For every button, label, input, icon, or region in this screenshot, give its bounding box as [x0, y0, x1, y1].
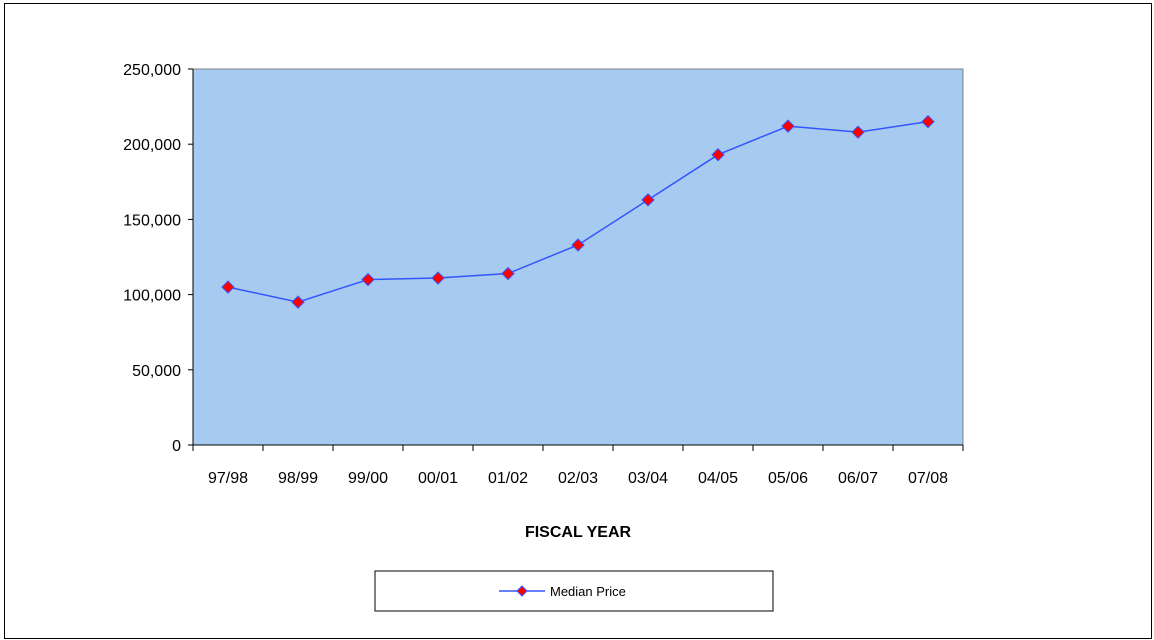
x-tick-label: 06/07: [838, 470, 878, 487]
x-tick-label: 99/00: [348, 470, 388, 487]
y-tick-label: 150,000: [123, 212, 181, 229]
median-price-line-chart: 0 50,000 100,000 150,000 200,000 250,000 97/9…: [123, 62, 964, 612]
x-tick-label: 01/02: [488, 470, 528, 487]
y-tick-label: 250,000: [123, 62, 181, 79]
chart-frame: 0 50,000 100,000 150,000 200,000 250,000 97/9…: [4, 3, 1152, 639]
data-point-marker: [851, 125, 865, 139]
data-point-marker: [711, 148, 725, 162]
y-tick-label: 0: [172, 438, 181, 455]
y-tick-label: 100,000: [123, 288, 181, 305]
x-tick-label: 02/03: [558, 470, 598, 487]
x-tick-label: 00/01: [418, 470, 458, 487]
legend-label: Median Price: [550, 584, 626, 599]
data-point-marker: [641, 193, 655, 207]
plot-area: [192, 68, 964, 446]
legend-box: [374, 570, 774, 612]
y-tick-label: 50,000: [132, 363, 181, 380]
series-median-price: [221, 114, 935, 309]
data-point-marker: [291, 295, 305, 309]
data-point-marker: [571, 238, 585, 252]
x-axis-title: FISCAL YEAR: [525, 524, 632, 541]
legend: Median Price: [374, 570, 774, 612]
legend-marker-swatch: [516, 585, 528, 597]
data-point-marker: [781, 119, 795, 133]
x-tick-label: 98/99: [278, 470, 318, 487]
data-point-marker: [221, 280, 235, 294]
x-tick-label: 04/05: [698, 470, 738, 487]
x-tick-label: 05/06: [768, 470, 808, 487]
x-tick-label: 07/08: [908, 470, 948, 487]
x-tick-label: 03/04: [628, 470, 668, 487]
x-tick-label: 97/98: [208, 470, 248, 487]
y-tick-label: 200,000: [123, 137, 181, 154]
data-point-marker: [501, 266, 515, 281]
data-point-marker: [921, 114, 935, 129]
data-point-marker: [431, 271, 445, 285]
x-axis-ticks: 97/98 98/99 99/00 00/01 01/02 02/03 03/04 04/05…: [192, 445, 964, 487]
data-point-marker: [361, 272, 375, 287]
y-axis-ticks: 0 50,000 100,000 150,000 200,000 250,000: [123, 62, 193, 455]
